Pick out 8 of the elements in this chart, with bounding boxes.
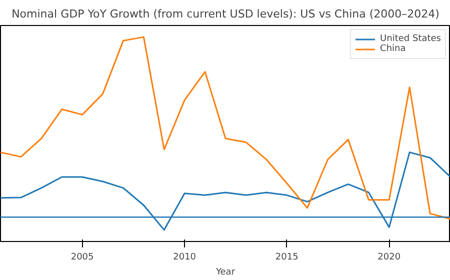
legend-label: China (380, 44, 406, 54)
x-axis-title: Year (214, 268, 236, 278)
x-tick-label: 2015 (275, 252, 298, 262)
x-tick-label: 2020 (378, 252, 401, 262)
x-tick-label: 2010 (173, 252, 196, 262)
x-tick-label: 2005 (70, 252, 94, 262)
chart-title: Nominal GDP YoY Growth (from current USD levels): US vs China (2000–2024) (12, 8, 440, 20)
legend-label: United States (380, 34, 441, 44)
